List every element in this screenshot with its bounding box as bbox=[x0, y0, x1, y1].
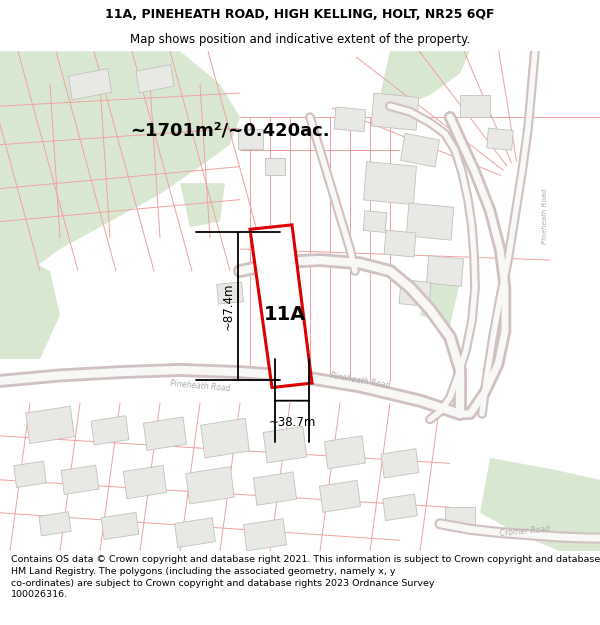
Bar bbox=[401, 133, 439, 167]
Bar bbox=[334, 107, 366, 132]
Text: Contains OS data © Crown copyright and database right 2021. This information is : Contains OS data © Crown copyright and d… bbox=[11, 555, 600, 599]
Text: ~1701m²/~0.420ac.: ~1701m²/~0.420ac. bbox=[130, 121, 329, 139]
Bar bbox=[383, 494, 417, 521]
Text: ~38.7m: ~38.7m bbox=[268, 416, 316, 429]
Bar bbox=[427, 256, 464, 286]
Bar bbox=[364, 162, 416, 204]
Polygon shape bbox=[180, 183, 225, 227]
Text: Pineheath Road: Pineheath Road bbox=[170, 379, 230, 394]
Bar bbox=[68, 69, 112, 100]
Bar bbox=[143, 417, 187, 451]
Bar bbox=[124, 466, 167, 499]
Bar bbox=[217, 282, 243, 304]
Bar bbox=[244, 519, 286, 551]
Bar bbox=[487, 128, 513, 150]
Polygon shape bbox=[380, 51, 470, 106]
Polygon shape bbox=[0, 51, 240, 293]
Text: ~87.4m: ~87.4m bbox=[221, 282, 235, 330]
Bar bbox=[265, 158, 285, 175]
Bar bbox=[406, 203, 454, 240]
Text: 11A: 11A bbox=[264, 306, 306, 324]
Bar bbox=[14, 461, 46, 488]
Text: Pineheath Road: Pineheath Road bbox=[542, 188, 548, 244]
Bar bbox=[253, 472, 296, 505]
Bar bbox=[186, 467, 234, 504]
Bar bbox=[61, 465, 99, 494]
Bar bbox=[399, 279, 431, 306]
Bar bbox=[39, 512, 71, 536]
Bar bbox=[101, 512, 139, 539]
Bar bbox=[263, 426, 307, 463]
Bar bbox=[175, 518, 215, 548]
Polygon shape bbox=[480, 458, 600, 551]
Bar bbox=[238, 129, 263, 149]
Text: Pineheath Road: Pineheath Road bbox=[329, 371, 391, 391]
Bar bbox=[200, 418, 250, 458]
Bar bbox=[26, 406, 74, 444]
Bar bbox=[91, 416, 129, 445]
Bar bbox=[445, 508, 475, 529]
Polygon shape bbox=[420, 271, 460, 326]
Polygon shape bbox=[250, 225, 312, 388]
Text: 11A, PINEHEATH ROAD, HIGH KELLING, HOLT, NR25 6QF: 11A, PINEHEATH ROAD, HIGH KELLING, HOLT,… bbox=[105, 8, 495, 21]
Text: Cromer Road: Cromer Road bbox=[500, 525, 550, 538]
Bar bbox=[264, 275, 296, 300]
Bar bbox=[384, 230, 416, 257]
Bar bbox=[325, 436, 365, 469]
Polygon shape bbox=[0, 249, 60, 359]
Bar bbox=[363, 211, 387, 232]
Bar bbox=[136, 64, 174, 93]
Bar bbox=[381, 449, 419, 478]
Text: Map shows position and indicative extent of the property.: Map shows position and indicative extent… bbox=[130, 34, 470, 46]
Bar bbox=[371, 93, 419, 130]
Bar bbox=[320, 481, 361, 512]
Bar bbox=[460, 95, 490, 117]
